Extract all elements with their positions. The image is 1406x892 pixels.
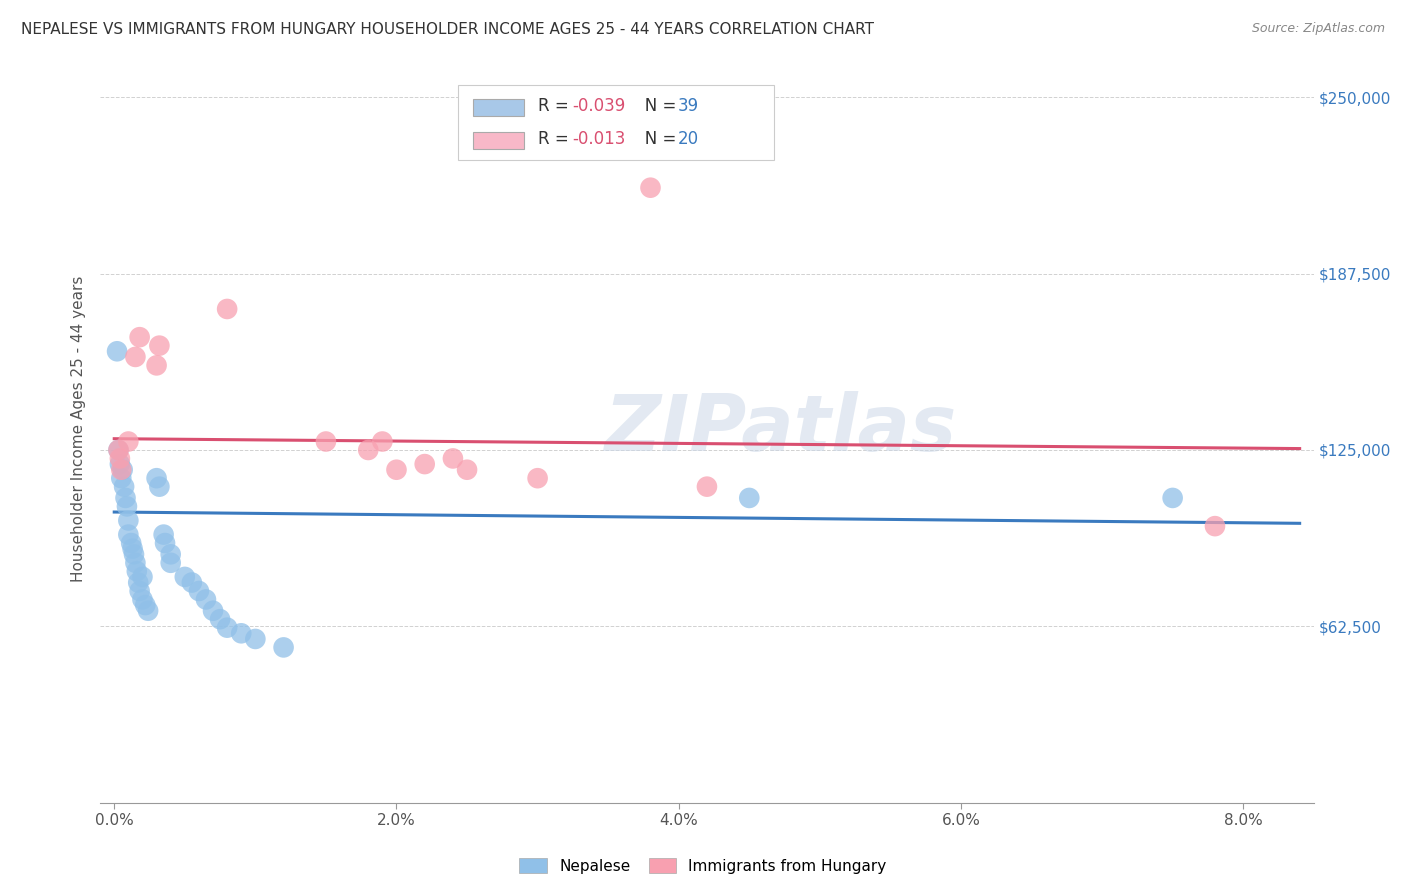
Point bbox=[231, 626, 253, 640]
Text: -0.013: -0.013 bbox=[572, 130, 626, 148]
Point bbox=[357, 442, 380, 457]
Point bbox=[217, 301, 239, 316]
Point bbox=[136, 604, 159, 618]
Point bbox=[153, 536, 176, 550]
Point bbox=[122, 547, 145, 561]
Point bbox=[209, 612, 232, 626]
Point bbox=[526, 471, 548, 485]
Point bbox=[245, 632, 267, 646]
Point bbox=[115, 500, 138, 514]
Text: ZIPatlas: ZIPatlas bbox=[603, 391, 956, 467]
Point bbox=[180, 575, 202, 590]
Point bbox=[217, 621, 239, 635]
Point bbox=[128, 330, 150, 344]
Point bbox=[173, 570, 195, 584]
Point bbox=[108, 451, 131, 466]
Point bbox=[159, 556, 181, 570]
Point bbox=[125, 564, 148, 578]
Point bbox=[128, 584, 150, 599]
Point bbox=[124, 350, 146, 364]
Point bbox=[385, 463, 408, 477]
Text: N =: N = bbox=[630, 130, 682, 148]
Text: NEPALESE VS IMMIGRANTS FROM HUNGARY HOUSEHOLDER INCOME AGES 25 - 44 YEARS CORREL: NEPALESE VS IMMIGRANTS FROM HUNGARY HOUS… bbox=[21, 22, 875, 37]
FancyBboxPatch shape bbox=[472, 131, 523, 149]
Point bbox=[121, 541, 143, 556]
Point bbox=[111, 463, 134, 477]
Point bbox=[124, 556, 146, 570]
FancyBboxPatch shape bbox=[458, 85, 773, 160]
Point bbox=[640, 180, 662, 194]
Point bbox=[159, 547, 181, 561]
Text: Source: ZipAtlas.com: Source: ZipAtlas.com bbox=[1251, 22, 1385, 36]
Text: 20: 20 bbox=[678, 130, 699, 148]
Point bbox=[110, 463, 132, 477]
Point bbox=[117, 434, 139, 449]
Point bbox=[413, 457, 436, 471]
Point bbox=[371, 434, 394, 449]
Point bbox=[148, 480, 170, 494]
Point bbox=[148, 338, 170, 352]
Point bbox=[131, 592, 153, 607]
Point bbox=[145, 471, 167, 485]
Point bbox=[110, 471, 132, 485]
Point bbox=[187, 584, 209, 599]
Point bbox=[441, 451, 464, 466]
Text: R =: R = bbox=[538, 97, 574, 115]
Point bbox=[107, 442, 129, 457]
Point bbox=[127, 575, 149, 590]
FancyBboxPatch shape bbox=[472, 99, 523, 117]
Point bbox=[145, 359, 167, 373]
Legend: Nepalese, Immigrants from Hungary: Nepalese, Immigrants from Hungary bbox=[513, 852, 893, 880]
Point bbox=[112, 480, 135, 494]
Point bbox=[131, 570, 153, 584]
Text: -0.039: -0.039 bbox=[572, 97, 626, 115]
Text: R =: R = bbox=[538, 130, 574, 148]
Text: N =: N = bbox=[630, 97, 682, 115]
Point bbox=[105, 344, 128, 359]
Point bbox=[107, 442, 129, 457]
Point bbox=[108, 457, 131, 471]
Point bbox=[152, 527, 174, 541]
Point bbox=[1161, 491, 1184, 505]
Point bbox=[1204, 519, 1226, 533]
Y-axis label: Householder Income Ages 25 - 44 years: Householder Income Ages 25 - 44 years bbox=[72, 276, 86, 582]
Point bbox=[273, 640, 295, 655]
Text: 39: 39 bbox=[678, 97, 699, 115]
Point bbox=[696, 480, 718, 494]
Point bbox=[114, 491, 136, 505]
Point bbox=[315, 434, 337, 449]
Point bbox=[117, 527, 139, 541]
Point bbox=[202, 604, 225, 618]
Point bbox=[456, 463, 478, 477]
Point bbox=[120, 536, 142, 550]
Point bbox=[134, 598, 156, 612]
Point bbox=[738, 491, 761, 505]
Point bbox=[194, 592, 217, 607]
Point bbox=[117, 514, 139, 528]
